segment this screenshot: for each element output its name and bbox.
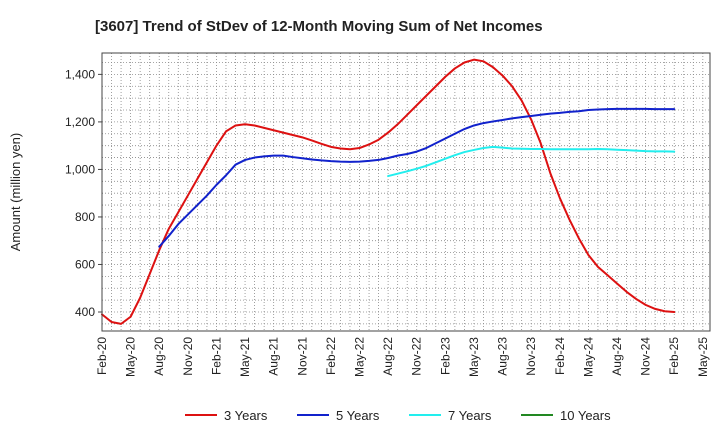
y-tick-label: 400 [75,305,95,319]
y-tick-label: 800 [75,210,95,224]
x-tick-label: Aug-23 [496,337,510,376]
series-line-3-years [101,58,676,325]
plot-lines [101,58,676,325]
x-tick-label: May-21 [238,337,252,377]
grid [102,53,710,331]
x-tick-label: Nov-23 [524,337,538,376]
y-tick-label: 1,000 [65,162,95,176]
x-tick-label: Feb-21 [209,337,223,375]
legend-label: 5 Years [336,408,380,423]
x-tick-label: Aug-21 [267,337,281,376]
x-tick-label: Feb-20 [95,337,109,375]
x-tick-label: Nov-20 [181,337,195,376]
x-tick-label: May-23 [467,337,481,377]
x-tick-label: May-22 [353,337,367,377]
series-line-7-years [387,145,676,178]
plot-frame [101,52,711,332]
x-tick-label: Feb-24 [553,337,567,375]
y-tick-label: 600 [75,257,95,271]
y-tick-label: 1,400 [65,67,95,81]
x-tick-label: Feb-25 [667,337,681,375]
y-tick-label: 1,200 [65,115,95,129]
y-axis-ticks: 400 600 800 1,000 1,200 1,400 [65,67,102,319]
legend-label: 7 Years [448,408,492,423]
series-line-5-years [158,107,676,248]
x-tick-label: Aug-24 [610,337,624,376]
legend-label: 3 Years [224,408,268,423]
x-tick-label: May-25 [696,337,710,377]
x-tick-label: Aug-22 [381,337,395,376]
chart-title: [3607] Trend of StDev of 12-Month Moving… [95,18,543,35]
x-tick-label: May-20 [124,337,138,377]
x-tick-label: Aug-20 [152,337,166,376]
x-tick-label: Nov-24 [639,337,653,376]
x-tick-label: Feb-22 [324,337,338,375]
legend-label: 10 Years [560,408,611,423]
legend: 3 Years 5 Years 7 Years 10 Years [185,408,611,423]
x-axis-ticks: Feb-20 May-20 Aug-20 Nov-20 Feb-21 May-21 Aug-… [95,337,710,377]
x-tick-label: Nov-22 [410,337,424,376]
x-tick-label: Nov-21 [295,337,309,376]
x-tick-label: Feb-23 [438,337,452,375]
y-axis-label: Amount (million yen) [8,133,23,252]
x-tick-label: May-24 [581,337,595,377]
